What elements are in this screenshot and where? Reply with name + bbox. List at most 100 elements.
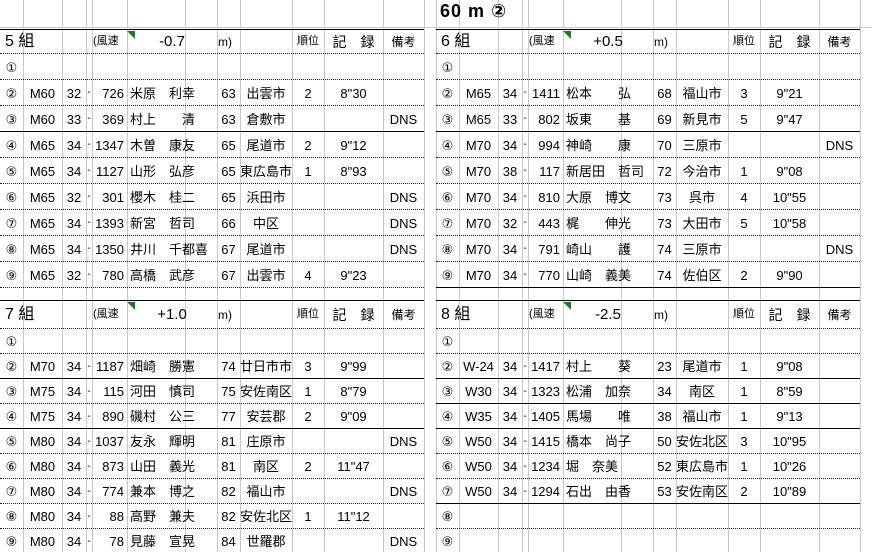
cell-cls[interactable]: M70 [29, 359, 56, 374]
cell-bib[interactable]: 770 [538, 267, 560, 283]
cell-pref[interactable]: 34 [502, 137, 518, 153]
cell-note[interactable]: DNS [389, 189, 418, 205]
cell-cls[interactable]: M60 [29, 111, 56, 127]
cell-no[interactable]: ③ [5, 384, 18, 399]
cell-bib[interactable]: 117 [539, 163, 560, 179]
cell-dash[interactable]: - [523, 87, 527, 98]
cell-bib[interactable]: 1187 [96, 359, 124, 374]
cell-city[interactable]: 浜田市 [246, 189, 286, 205]
cell-no[interactable]: ④ [441, 409, 454, 424]
cell-city[interactable]: 安芸郡 [246, 409, 286, 424]
wind-unit-header[interactable]: m) [654, 307, 668, 322]
cell-note[interactable]: DNS [825, 137, 854, 153]
cell-no[interactable]: ⑥ [441, 189, 454, 205]
cell-record[interactable]: 9"12 [340, 137, 367, 153]
cell-pref[interactable]: 34 [502, 189, 518, 205]
cell-name[interactable]: 松本 弘 [566, 85, 632, 101]
cell-bib[interactable]: 774 [102, 484, 124, 499]
rank-header[interactable]: 順位 [733, 35, 755, 47]
cell-bib[interactable]: 1294 [531, 484, 560, 499]
cell-no[interactable]: ⑧ [441, 509, 454, 524]
cell-dash[interactable]: - [523, 139, 527, 150]
cell-pref[interactable]: 32 [66, 85, 82, 101]
cell-dash[interactable]: - [87, 139, 91, 150]
cell-pref[interactable]: 34 [66, 359, 82, 374]
cell-name[interactable]: 磯村 公三 [130, 409, 196, 424]
cell-age[interactable]: 34 [657, 384, 672, 399]
cell-name[interactable]: 梶 伸光 [566, 215, 632, 231]
cell-bib[interactable]: 780 [102, 267, 124, 283]
cell-age[interactable]: 53 [657, 484, 672, 499]
cell-city[interactable]: 呉市 [688, 189, 715, 205]
cell-city[interactable]: 尾道市 [246, 137, 286, 153]
cell-name[interactable]: 山田 義光 [130, 459, 196, 474]
cell-rank[interactable]: 3 [740, 434, 748, 449]
cell-age[interactable]: 67 [221, 241, 236, 257]
cell-bib[interactable]: 1350 [95, 241, 124, 257]
cell-age[interactable]: 72 [657, 163, 672, 179]
cell-age[interactable]: 67 [221, 267, 236, 283]
cell-no[interactable]: ⑤ [5, 163, 18, 179]
wind-unit-header[interactable]: m) [654, 34, 668, 49]
cell-pref[interactable]: 34 [502, 267, 518, 283]
cell-pref[interactable]: 38 [502, 163, 518, 179]
cell-city[interactable]: 廿日市市 [240, 359, 293, 374]
cell-no[interactable]: ⑨ [5, 534, 18, 549]
cell-dash[interactable]: - [87, 87, 91, 98]
cell-no[interactable]: ⑨ [441, 267, 454, 283]
cell-no[interactable]: ⑦ [5, 484, 18, 499]
cell-record[interactable]: 10"58 [772, 215, 807, 231]
cell-pref[interactable]: 34 [66, 534, 82, 549]
cell-name[interactable]: 井川 千都喜 [130, 241, 209, 257]
cell-bib[interactable]: 810 [538, 189, 560, 205]
cell-no[interactable]: ③ [5, 111, 18, 127]
cell-name[interactable]: 畑崎 勝憲 [130, 359, 196, 374]
wind-value[interactable]: -0.7 [159, 33, 185, 50]
cell-cls[interactable]: M65 [465, 85, 492, 101]
cell-name[interactable]: 兼本 博之 [130, 484, 196, 499]
cell-age[interactable]: 63 [221, 111, 236, 127]
cell-age[interactable]: 84 [221, 534, 236, 549]
cell-age[interactable]: 74 [221, 359, 236, 374]
cell-dash[interactable]: - [523, 410, 527, 422]
cell-no[interactable]: ③ [441, 384, 454, 399]
cell-cls[interactable]: M65 [29, 137, 56, 153]
cell-name[interactable]: 米原 利幸 [130, 85, 196, 101]
cell-rank[interactable]: 2 [740, 267, 748, 283]
cell-record[interactable]: 9"99 [340, 359, 367, 374]
cell-cls[interactable]: W50 [465, 459, 492, 474]
cell-cls[interactable]: M65 [29, 215, 56, 231]
cell-name[interactable]: 崎山 護 [566, 241, 632, 257]
cell-note[interactable]: DNS [389, 484, 418, 499]
cell-dash[interactable]: - [523, 191, 527, 202]
cell-cls[interactable]: M70 [465, 241, 492, 257]
cell-bib[interactable]: 301 [102, 189, 124, 205]
cell-dash[interactable]: - [523, 435, 527, 447]
cell-rank[interactable]: 1 [740, 163, 748, 179]
cell-bib[interactable]: 1323 [531, 384, 560, 399]
record-header[interactable]: 記 録 [332, 306, 375, 323]
cell-record[interactable]: 9"13 [776, 409, 803, 424]
cell-no[interactable]: ③ [441, 111, 454, 127]
cell-dash[interactable]: - [523, 243, 527, 254]
cell-rank[interactable]: 4 [740, 189, 748, 205]
cell-dash[interactable]: - [87, 410, 91, 422]
cell-bib[interactable]: 1411 [532, 85, 560, 101]
cell-bib[interactable]: 726 [102, 85, 124, 101]
cell-pref[interactable]: 34 [66, 459, 82, 474]
rank-header[interactable]: 順位 [297, 35, 319, 47]
cell-record[interactable]: 11"47 [337, 459, 370, 474]
cell-no[interactable]: ② [441, 359, 454, 374]
cell-bib[interactable]: 802 [538, 111, 560, 127]
cell-rank[interactable]: 2 [304, 137, 312, 153]
cell-pref[interactable]: 34 [66, 163, 82, 179]
cell-no[interactable]: ⑦ [5, 215, 18, 231]
record-header[interactable]: 記 録 [768, 33, 811, 50]
record-header[interactable]: 記 録 [768, 306, 811, 323]
cell-dash[interactable]: - [87, 485, 91, 497]
cell-name[interactable]: 堀 奈美 [566, 459, 619, 474]
cell-cls[interactable]: M80 [29, 484, 56, 499]
cell-city[interactable]: 南区 [688, 384, 715, 399]
cell-bib[interactable]: 791 [538, 241, 560, 257]
cell-cls[interactable]: M65 [29, 189, 56, 205]
